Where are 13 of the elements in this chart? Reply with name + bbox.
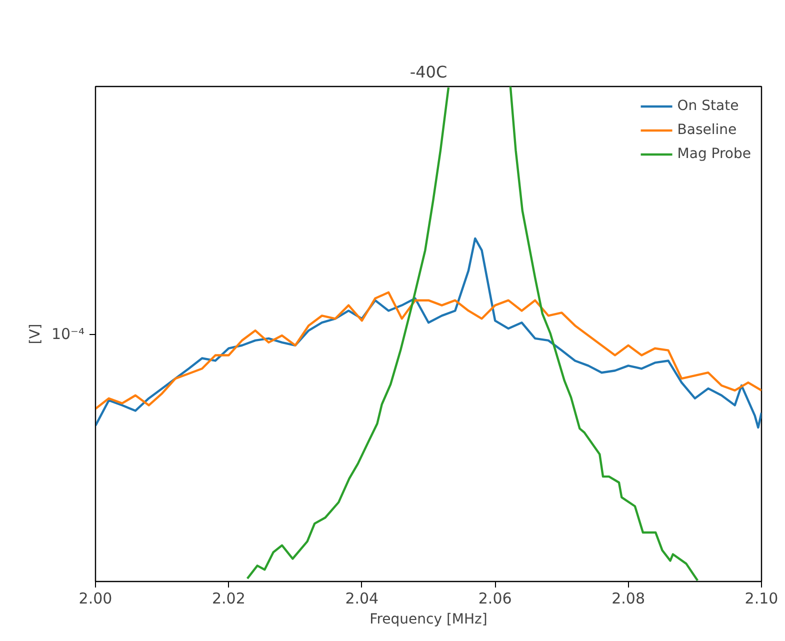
x-tick-label: 2.10 — [744, 590, 778, 608]
x-tick-label: 2.06 — [478, 590, 512, 608]
legend-label: Mag Probe — [677, 146, 751, 162]
text: 10⁻⁴ — [51, 325, 85, 343]
chart-title: -40C — [410, 62, 448, 82]
legend-label: On State — [677, 98, 739, 114]
x-tick-label: 2.04 — [345, 590, 379, 608]
x-tick-label: 2.02 — [212, 590, 246, 608]
legend-label: Baseline — [677, 122, 737, 138]
x-tick-label: 2.00 — [78, 590, 112, 608]
x-tick-label: 2.08 — [612, 590, 646, 608]
x-axis-title: Frequency [MHz] — [370, 612, 488, 628]
y-axis-title: [V] — [27, 324, 44, 344]
